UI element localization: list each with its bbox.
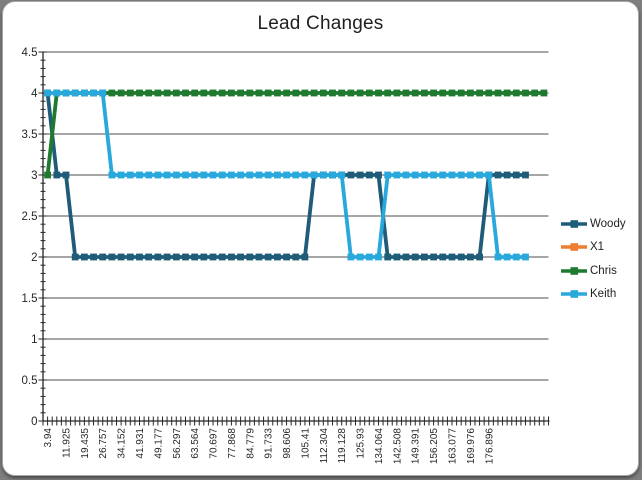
svg-text:134.064: 134.064 (374, 428, 385, 465)
svg-text:84.779: 84.779 (245, 428, 256, 459)
svg-text:3: 3 (31, 170, 37, 182)
svg-text:142.508: 142.508 (392, 428, 403, 465)
legend-item-woody: Woody (561, 216, 626, 231)
chart-legend: Woody X1 Chris Keith (561, 216, 626, 310)
svg-text:119.128: 119.128 (337, 428, 348, 464)
legend-label: X1 (590, 241, 605, 253)
svg-text:1.5: 1.5 (22, 293, 38, 305)
svg-text:41.931: 41.931 (135, 428, 146, 459)
svg-text:0: 0 (31, 416, 37, 428)
svg-text:19.435: 19.435 (80, 428, 91, 459)
svg-text:125.93: 125.93 (356, 428, 367, 459)
legend-item-x1: X1 (561, 240, 626, 255)
svg-text:176.896: 176.896 (484, 428, 495, 465)
svg-text:63.564: 63.564 (190, 428, 201, 459)
svg-text:149.391: 149.391 (411, 428, 422, 465)
svg-text:2.5: 2.5 (22, 211, 38, 223)
svg-text:11.925: 11.925 (61, 428, 72, 458)
legend-marker-icon (561, 243, 587, 251)
svg-text:169.976: 169.976 (466, 428, 477, 465)
chart-title: Lead Changes (257, 13, 384, 34)
svg-text:112.304: 112.304 (319, 428, 330, 464)
svg-text:163.077: 163.077 (447, 428, 458, 465)
svg-text:98.606: 98.606 (282, 428, 293, 459)
svg-text:2: 2 (31, 252, 37, 264)
legend-marker-icon (561, 290, 587, 298)
svg-text:0.5: 0.5 (22, 375, 38, 387)
svg-text:56.297: 56.297 (172, 428, 183, 459)
legend-item-keith: Keith (561, 287, 626, 302)
legend-label: Chris (590, 264, 617, 277)
svg-text:70.697: 70.697 (209, 428, 220, 459)
legend-marker-icon (561, 266, 587, 275)
svg-text:1: 1 (31, 334, 37, 346)
svg-text:156.205: 156.205 (429, 428, 440, 465)
svg-text:26.757: 26.757 (98, 428, 109, 459)
svg-text:34.152: 34.152 (117, 428, 128, 459)
legend-marker-icon (561, 219, 587, 228)
svg-text:3.94: 3.94 (43, 428, 54, 448)
svg-text:4: 4 (31, 88, 38, 100)
svg-text:4.5: 4.5 (22, 47, 38, 59)
svg-text:105.41: 105.41 (300, 428, 311, 459)
lead-changes-plot: 0 0.5 1 1.5 2 2.5 3 3.5 4 4.5 3.94 11.925 19.435 26.7… (22, 47, 550, 465)
svg-text:3.5: 3.5 (22, 129, 38, 141)
svg-text:77.868: 77.868 (227, 428, 238, 459)
svg-text:49.177: 49.177 (153, 428, 164, 459)
legend-label: Keith (590, 288, 617, 300)
legend-label: Woody (590, 217, 626, 230)
legend-item-chris: Chris (561, 263, 626, 278)
svg-text:91.733: 91.733 (264, 428, 275, 459)
